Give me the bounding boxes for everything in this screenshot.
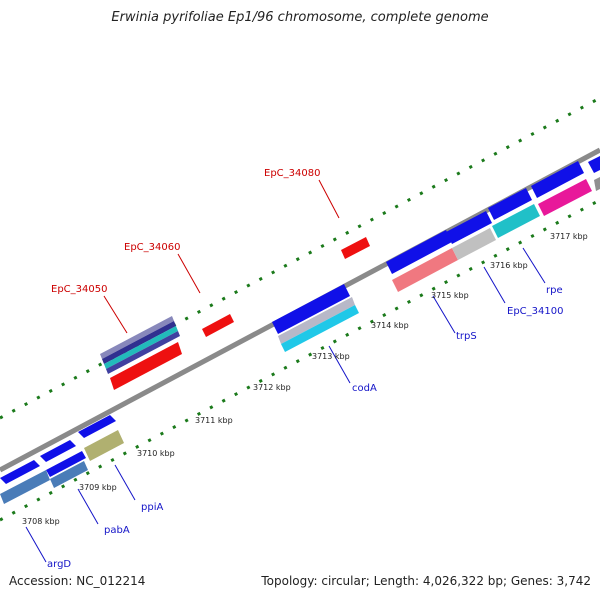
gene-arrow	[50, 461, 88, 488]
gene-arrow	[278, 297, 355, 344]
gene-arrow	[110, 342, 182, 390]
gene-arrow	[492, 204, 540, 238]
leader-line	[77, 488, 99, 525]
gene-arrow	[594, 177, 600, 191]
inner-tick-ring	[0, 198, 600, 522]
scale-label: 3715 kbp	[431, 291, 469, 300]
accession-label: Accession: NC_012214	[9, 574, 146, 588]
leader-line	[114, 464, 136, 501]
gene-arrow	[531, 161, 584, 198]
scale-label: 3714 kbp	[371, 321, 409, 330]
gene-track	[102, 321, 176, 364]
gene-arrow	[202, 314, 234, 337]
gene-label-trpS: trpS	[456, 331, 477, 342]
gene-arrow	[78, 415, 116, 438]
gene-arrow	[84, 430, 124, 461]
scale-label: 3717 kbp	[550, 232, 588, 241]
gene-arrow	[488, 188, 532, 220]
leader-line	[25, 526, 47, 563]
gene-arrow	[46, 451, 86, 477]
gene-label-epc-34050: EpC_34050	[51, 284, 107, 295]
scale-label: 3709 kbp	[79, 483, 117, 492]
gene-label-epc-34080: EpC_34080	[264, 168, 320, 179]
leader-line	[328, 345, 351, 384]
gene-arrow	[392, 248, 458, 292]
gene-track	[100, 316, 174, 359]
scale-label: 3711 kbp	[195, 416, 233, 425]
gene-track	[106, 331, 180, 374]
leader-line	[483, 266, 506, 304]
leader-line	[318, 179, 340, 219]
leader-line	[432, 295, 456, 334]
map-title: Erwinia pyrifoliae Ep1/96 chromosome, co…	[111, 10, 489, 25]
gene-label-pabA: pabA	[104, 525, 130, 536]
gene-arrow	[588, 156, 600, 173]
forward-strand-genes	[0, 156, 600, 484]
gene-arrow	[386, 230, 452, 274]
gene-arrow	[452, 228, 496, 260]
topology-label: Topology: circular; Length: 4,026,322 bp…	[261, 574, 591, 588]
gene-label-codA: codA	[352, 383, 377, 394]
label-leaders-blue	[25, 247, 546, 563]
gene-arrow	[446, 211, 492, 244]
label-leaders	[103, 179, 340, 334]
outer-tick-ring	[0, 96, 600, 420]
leader-line	[177, 253, 201, 294]
scale-label: 3710 kbp	[137, 449, 175, 458]
scale-label: 3708 kbp	[22, 517, 60, 526]
scale-label: 3713 kbp	[312, 352, 350, 361]
gene-arrow	[0, 470, 50, 504]
gene-arrow	[272, 284, 350, 334]
gene-track	[104, 326, 178, 369]
gene-label-argD: argD	[47, 559, 71, 570]
gene-arrow	[538, 179, 592, 216]
scale-label: 3712 kbp	[253, 383, 291, 392]
leader-line	[103, 295, 128, 334]
scale-label: 3716 kbp	[490, 261, 528, 270]
gene-label-epc-34100: EpC_34100	[507, 306, 563, 317]
gene-arrow	[281, 305, 359, 352]
leader-line	[522, 247, 546, 284]
gene-label-rpe: rpe	[546, 285, 563, 296]
gene-arrow	[40, 440, 76, 462]
reverse-strand-genes	[0, 177, 600, 504]
gene-label-epc-34060: EpC_34060	[124, 242, 180, 253]
gene-label-ppiA: ppiA	[141, 502, 163, 513]
gene-arrow	[341, 237, 370, 259]
gene-arrow	[0, 460, 40, 484]
